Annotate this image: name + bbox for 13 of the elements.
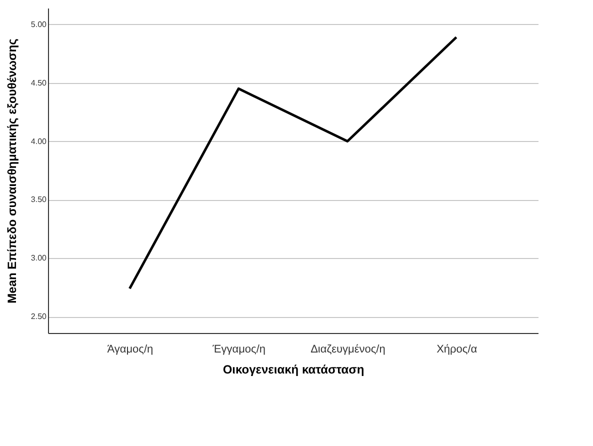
y-tick-label: 5.00	[30, 20, 48, 29]
x-tick-label: Χήρος/α	[436, 344, 478, 356]
x-tick-label: Άγαμος/η	[107, 344, 154, 356]
line-series	[128, 36, 458, 290]
y-tick-label: 2.50	[30, 312, 48, 322]
y-tick-label: 3.50	[30, 195, 48, 204]
y-axis-title: Mean Επίπεδο συναισθηματικής εξουθένωσης	[4, 38, 19, 304]
y-tick-label: 4.50	[30, 78, 48, 88]
x-tick-label: Διαζευγμένος/η	[310, 344, 386, 356]
y-tick-label: 3.00	[30, 254, 48, 263]
x-tick-label: Έγγαμος/η	[212, 344, 266, 356]
y-tick-label: 4.00	[30, 136, 48, 146]
x-axis-title: Οικογενειακή κατάσταση	[222, 362, 364, 376]
